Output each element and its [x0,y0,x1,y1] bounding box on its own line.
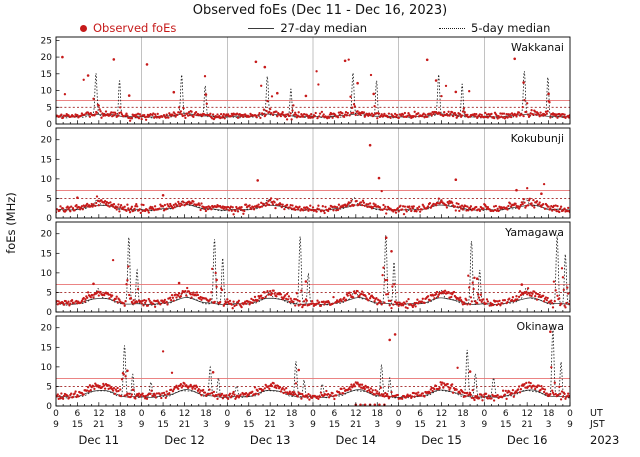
svg-text:5: 5 [46,288,52,298]
svg-text:15: 15 [157,420,168,430]
chart-legend: Observed foEs 27-day median 5-day median [80,21,550,35]
svg-text:0: 0 [46,120,52,130]
svg-text:0: 0 [224,409,230,419]
svg-text:15: 15 [500,420,511,430]
svg-text:20: 20 [41,53,53,63]
svg-text:15: 15 [41,343,52,353]
svg-text:Wakkanai: Wakkanai [511,41,564,54]
svg-text:21: 21 [264,420,275,430]
svg-text:0: 0 [53,409,59,419]
svg-text:6: 6 [160,409,166,419]
svg-text:12: 12 [264,409,275,419]
svg-text:6: 6 [332,409,338,419]
svg-text:21: 21 [179,420,190,430]
svg-text:20: 20 [41,136,53,146]
svg-text:5: 5 [46,194,52,204]
svg-text:6: 6 [75,409,81,419]
svg-text:5: 5 [46,103,52,113]
svg-text:15: 15 [41,70,52,80]
legend-median5: 5-day median [439,21,550,35]
svg-text:15: 15 [41,249,52,259]
svg-text:6: 6 [417,409,423,419]
svg-text:15: 15 [72,420,83,430]
svg-text:6: 6 [503,409,509,419]
solid-line-icon [248,27,275,29]
legend-observed-label: Observed foEs [93,21,177,35]
svg-text:12: 12 [93,409,104,419]
svg-text:9: 9 [224,420,230,430]
svg-text:21: 21 [521,420,532,430]
svg-text:12: 12 [436,409,447,419]
svg-text:21: 21 [350,420,361,430]
svg-text:0: 0 [46,308,52,318]
svg-text:Dec 11: Dec 11 [79,433,120,447]
legend-median27: 27-day median [248,21,367,35]
chart-title: Observed foEs (Dec 11 - Dec 16, 2023) [192,3,448,18]
svg-text:18: 18 [457,409,469,419]
svg-text:10: 10 [41,363,53,373]
svg-text:0: 0 [310,409,316,419]
svg-text:12: 12 [521,409,532,419]
svg-text:25: 25 [41,36,52,46]
svg-text:18: 18 [543,409,555,419]
svg-text:9: 9 [310,420,316,430]
svg-text:15: 15 [41,155,52,165]
svg-text:21: 21 [93,420,104,430]
svg-text:0: 0 [481,409,487,419]
svg-text:3: 3 [546,420,552,430]
legend-median27-label: 27-day median [280,21,368,35]
svg-text:9: 9 [139,420,145,430]
svg-text:0: 0 [46,402,52,412]
legend-median5-label: 5-day median [471,21,551,35]
svg-text:18: 18 [200,409,212,419]
svg-text:6: 6 [246,409,252,419]
svg-text:18: 18 [286,409,298,419]
svg-text:Dec 12: Dec 12 [164,433,205,447]
svg-text:9: 9 [567,420,573,430]
svg-text:Dec 16: Dec 16 [507,433,548,447]
svg-text:2023: 2023 [590,433,619,447]
svg-text:15: 15 [243,420,254,430]
svg-text:9: 9 [396,420,402,430]
svg-text:Kokubunji: Kokubunji [511,132,564,145]
svg-text:Okinawa: Okinawa [516,320,564,333]
svg-text:3: 3 [289,420,295,430]
svg-text:18: 18 [115,409,127,419]
svg-text:3: 3 [117,420,123,430]
observed-dot-icon [80,24,87,32]
svg-text:JST: JST [589,419,605,430]
svg-text:Dec 13: Dec 13 [250,433,291,447]
svg-text:0: 0 [396,409,402,419]
svg-text:12: 12 [350,409,361,419]
legend-observed: Observed foEs [80,21,176,35]
svg-text:12: 12 [179,409,190,419]
svg-text:0: 0 [567,409,573,419]
svg-text:10: 10 [41,269,53,279]
svg-text:15: 15 [329,420,340,430]
svg-text:9: 9 [53,420,59,430]
svg-text:Dec 15: Dec 15 [421,433,462,447]
svg-text:9: 9 [481,420,487,430]
svg-text:3: 3 [203,420,209,430]
svg-text:5: 5 [46,382,52,392]
svg-text:15: 15 [414,420,425,430]
svg-text:10: 10 [41,87,53,97]
svg-text:0: 0 [139,409,145,419]
dotted-line-icon [439,27,466,29]
svg-text:3: 3 [374,420,380,430]
svg-text:UT: UT [590,408,603,419]
svg-text:20: 20 [41,230,53,240]
svg-text:20: 20 [41,324,53,334]
svg-text:10: 10 [41,175,53,185]
svg-text:Yamagawa: Yamagawa [504,226,564,239]
svg-text:18: 18 [372,409,384,419]
svg-text:3: 3 [460,420,466,430]
svg-text:21: 21 [436,420,447,430]
svg-text:0: 0 [46,214,52,224]
svg-text:Dec 14: Dec 14 [336,433,377,447]
